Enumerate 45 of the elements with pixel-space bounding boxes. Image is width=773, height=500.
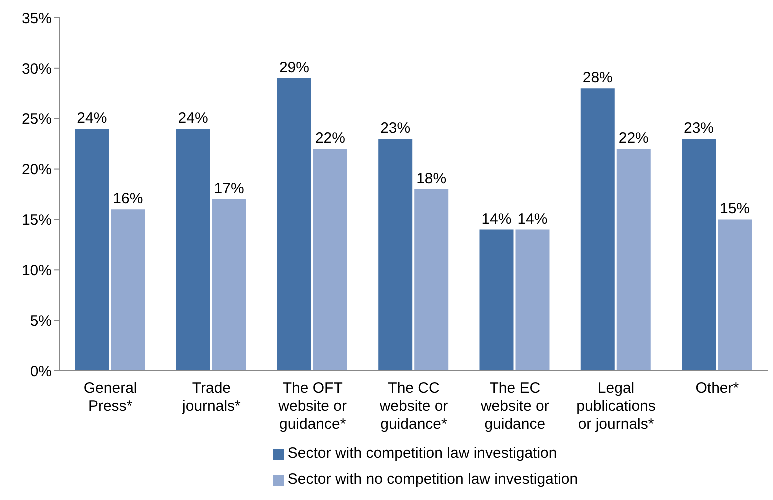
data-label: 17% [214, 180, 244, 198]
bar [516, 230, 550, 371]
x-tick-label: Other* [696, 380, 740, 397]
bar [480, 230, 514, 371]
data-label: 28% [582, 70, 613, 87]
y-tick-label: 15% [22, 212, 52, 230]
bar [111, 210, 146, 371]
x-tick-label: The EC website or guidance [480, 380, 550, 433]
data-label: 23% [380, 120, 411, 138]
bar [212, 200, 246, 371]
data-label: 15% [720, 200, 750, 218]
data-label: 14% [482, 210, 512, 228]
data-label: 23% [684, 120, 714, 138]
x-tick-label: The CC website or guidance* [378, 380, 448, 433]
bar [580, 88, 615, 371]
bar [616, 149, 651, 371]
data-label: 29% [279, 60, 310, 77]
y-tick-label: 35% [22, 10, 52, 28]
data-label: 24% [178, 110, 208, 127]
data-label: 22% [618, 130, 649, 148]
bar [75, 128, 110, 371]
data-label: 14% [518, 210, 548, 228]
y-tick-label: 30% [22, 60, 52, 78]
x-tick-label: Legal publications or journals* [576, 380, 656, 433]
data-label: 22% [315, 130, 346, 148]
data-label: 18% [416, 170, 447, 188]
bar [414, 189, 449, 371]
bar [277, 78, 312, 371]
bar [682, 139, 716, 371]
y-tick-label: 20% [22, 162, 52, 179]
legend-label: Sector with no competition law investigation [288, 471, 578, 488]
x-tick-label: The OFT website or guidance* [278, 380, 348, 433]
bar [313, 149, 348, 371]
bar [718, 220, 752, 371]
y-tick-label: 25% [22, 111, 52, 128]
legend-label: Sector with competition law investigation [288, 445, 558, 462]
bar [176, 128, 210, 371]
y-tick-label: 0% [30, 363, 52, 380]
y-tick-label: 10% [22, 262, 52, 280]
data-label: 16% [113, 190, 144, 208]
x-tick-label: General Press* [84, 380, 138, 415]
x-tick-label: Trade journals* [182, 380, 242, 415]
data-label: 24% [77, 110, 108, 127]
bar [378, 139, 413, 371]
y-tick-label: 5% [30, 312, 52, 330]
